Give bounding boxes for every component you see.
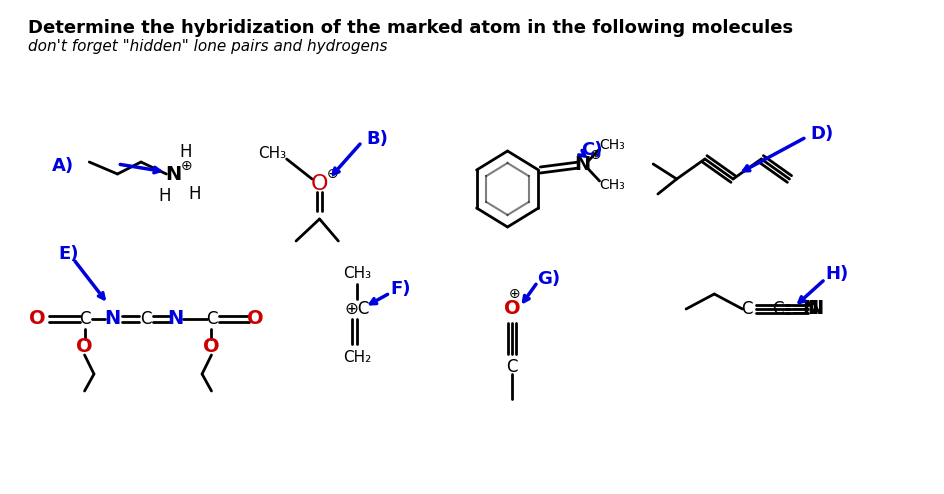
- Text: CH₂: CH₂: [343, 349, 371, 365]
- Text: E): E): [59, 245, 78, 263]
- Text: N: N: [166, 165, 182, 183]
- Text: ⊕: ⊕: [181, 159, 193, 173]
- Text: O: O: [247, 310, 264, 329]
- Text: N: N: [105, 310, 121, 329]
- Text: C): C): [581, 141, 602, 159]
- Text: N: N: [575, 156, 591, 174]
- Text: G): G): [537, 270, 561, 288]
- Text: ⊕: ⊕: [508, 287, 520, 301]
- Text: O: O: [29, 310, 46, 329]
- Text: B): B): [366, 130, 388, 148]
- Text: O: O: [203, 337, 220, 357]
- Text: ⊕C: ⊕C: [345, 300, 370, 318]
- Text: O: O: [311, 174, 329, 194]
- Text: D): D): [810, 125, 834, 143]
- Text: C: C: [772, 300, 784, 318]
- Text: F): F): [390, 280, 411, 298]
- Text: N: N: [808, 299, 824, 319]
- Text: C: C: [206, 310, 217, 328]
- Text: C: C: [507, 358, 518, 376]
- Text: H: H: [179, 143, 192, 161]
- Text: don't forget "hidden" lone pairs and hydrogens: don't forget "hidden" lone pairs and hyd…: [28, 39, 388, 54]
- Text: CH₃: CH₃: [599, 138, 625, 152]
- Text: C: C: [140, 310, 151, 328]
- Text: ⊕: ⊕: [327, 167, 339, 181]
- Text: H: H: [159, 187, 171, 205]
- Text: H: H: [188, 185, 201, 203]
- Text: N: N: [168, 310, 184, 329]
- Text: O: O: [76, 337, 93, 357]
- Text: ≡: ≡: [791, 299, 807, 319]
- Text: CH₃: CH₃: [599, 178, 625, 192]
- Text: CH₃: CH₃: [343, 266, 371, 282]
- Text: Determine the hybridization of the marked atom in the following molecules: Determine the hybridization of the marke…: [28, 19, 793, 37]
- Text: H): H): [825, 265, 849, 283]
- Text: C: C: [79, 310, 91, 328]
- Text: CH₃: CH₃: [259, 147, 287, 162]
- Text: O: O: [504, 299, 520, 319]
- Text: ⊕: ⊕: [590, 148, 601, 162]
- Text: A): A): [52, 157, 74, 175]
- Text: C: C: [741, 300, 753, 318]
- Text: N: N: [802, 299, 818, 319]
